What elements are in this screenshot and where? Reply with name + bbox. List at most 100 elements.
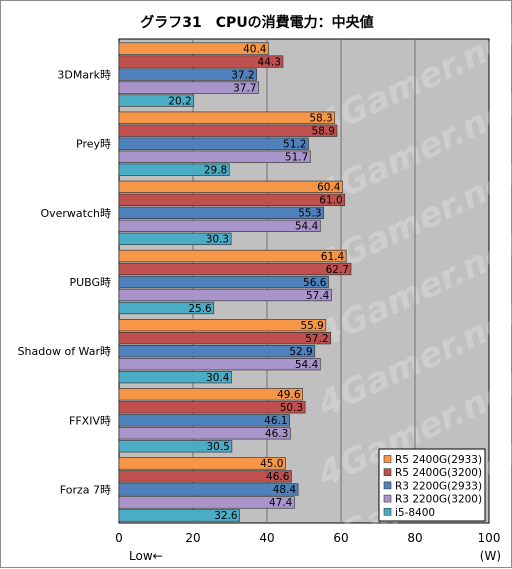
data-label: 51.2 <box>283 139 306 151</box>
bar <box>118 124 338 137</box>
x-tick-label: 40 <box>259 531 274 545</box>
category-label: Forza 7時 <box>60 483 111 496</box>
data-label: 57.2 <box>305 333 328 345</box>
bars-layer: 40.444.3 37.237.7 20.2 58.358.9 51.251.7 29.8… <box>118 42 352 522</box>
bar <box>118 414 290 427</box>
data-label: 40.4 <box>243 43 267 55</box>
category-label: PUBG時 <box>69 276 111 289</box>
data-label: 54.4 <box>295 221 319 233</box>
legend-label: i5-8400 <box>395 507 435 519</box>
data-label: 32.6 <box>214 510 238 522</box>
bar <box>118 496 295 509</box>
category-label: FFXIV時 <box>69 414 111 427</box>
bar <box>118 331 331 345</box>
data-label: 30.4 <box>206 372 230 384</box>
chart-title: グラフ31 CPUの消費電力：中央値 <box>140 14 373 31</box>
data-label: 61.4 <box>321 251 345 263</box>
bar <box>118 163 230 176</box>
data-label: 57.4 <box>306 290 330 302</box>
data-label: 55.3 <box>298 208 321 220</box>
bar <box>118 344 316 358</box>
legend-swatch <box>383 455 392 463</box>
bar <box>118 357 321 371</box>
data-label: 37.7 <box>233 82 256 94</box>
x-tick-label: 0 <box>115 531 123 545</box>
bar <box>118 288 332 302</box>
data-label: 58.3 <box>309 113 332 125</box>
legend-label: R3 2200G(2933) <box>395 480 482 492</box>
data-label: 44.3 <box>258 56 281 68</box>
bar <box>118 509 240 522</box>
data-label: 55.9 <box>300 320 323 332</box>
x-tick-label: 20 <box>185 531 200 545</box>
data-label: 30.3 <box>206 234 229 246</box>
bar <box>118 94 195 107</box>
data-label: 58.9 <box>312 126 335 138</box>
bar <box>118 401 306 414</box>
bar <box>118 457 286 470</box>
data-label: 52.9 <box>289 346 312 358</box>
legend: R5 2400G(2933)R5 2400G(3200)R3 2200G(293… <box>378 448 486 522</box>
data-label: 61.0 <box>319 195 342 207</box>
legend-label: R5 2400G(3200) <box>395 467 482 479</box>
category-label: Prey時 <box>76 138 111 151</box>
data-label: 46.6 <box>266 471 290 483</box>
bar <box>118 111 336 124</box>
data-label: 56.6 <box>303 277 327 289</box>
bar <box>118 483 299 496</box>
bar <box>118 180 343 194</box>
data-label: 49.6 <box>277 389 301 401</box>
legend-box <box>378 448 486 522</box>
data-label: 46.1 <box>264 415 287 427</box>
bar <box>118 370 232 384</box>
legend-label: R5 2400G(2933) <box>395 454 482 466</box>
data-label: 47.4 <box>269 497 293 509</box>
x-tick-label: 80 <box>407 531 422 545</box>
bar <box>118 249 347 263</box>
data-label: 30.5 <box>206 441 229 453</box>
bar <box>118 193 346 207</box>
category-label: 3DMark時 <box>57 69 111 82</box>
data-label: 25.6 <box>188 303 212 315</box>
bar <box>118 427 291 440</box>
bar <box>118 301 215 315</box>
bar <box>118 137 309 150</box>
legend-swatch <box>383 494 392 503</box>
data-label: 46.3 <box>265 428 288 440</box>
bar <box>118 275 329 289</box>
data-label: 37.2 <box>231 69 254 81</box>
data-label: 60.4 <box>317 182 341 194</box>
data-label: 29.8 <box>204 165 227 177</box>
data-label: 45.0 <box>260 458 283 470</box>
data-label: 62.7 <box>326 264 349 276</box>
data-label: 51.7 <box>285 152 308 164</box>
data-label: 48.4 <box>273 484 297 496</box>
category-labels: 3DMark時 Prey時 Overwatch時 PUBG時 Shadow of War… <box>18 69 111 497</box>
x-tick-label: 60 <box>333 531 348 545</box>
bar <box>118 470 292 483</box>
legend-swatch <box>383 468 392 477</box>
data-label: 50.3 <box>280 402 303 414</box>
data-label: 54.4 <box>295 359 319 371</box>
legend-swatch <box>383 481 392 490</box>
legend-label: R3 2200G(3200) <box>395 494 482 506</box>
category-label: Shadow of War時 <box>18 345 111 358</box>
bar <box>118 219 321 233</box>
bar <box>118 150 311 163</box>
x-tick-label: 100 <box>478 531 501 545</box>
bar <box>118 81 259 94</box>
bar <box>118 262 352 276</box>
bar <box>118 440 233 453</box>
bar <box>118 42 269 55</box>
category-label: Overwatch時 <box>40 207 111 220</box>
bar <box>118 318 327 332</box>
bar <box>118 232 232 246</box>
legend-swatch <box>383 507 392 516</box>
low-label: Low← <box>129 549 163 563</box>
bar <box>118 55 284 68</box>
data-label: 20.2 <box>168 95 191 107</box>
x-axis-ticks: 0 20 40 60 80 100 <box>115 531 500 545</box>
bar <box>118 68 257 81</box>
